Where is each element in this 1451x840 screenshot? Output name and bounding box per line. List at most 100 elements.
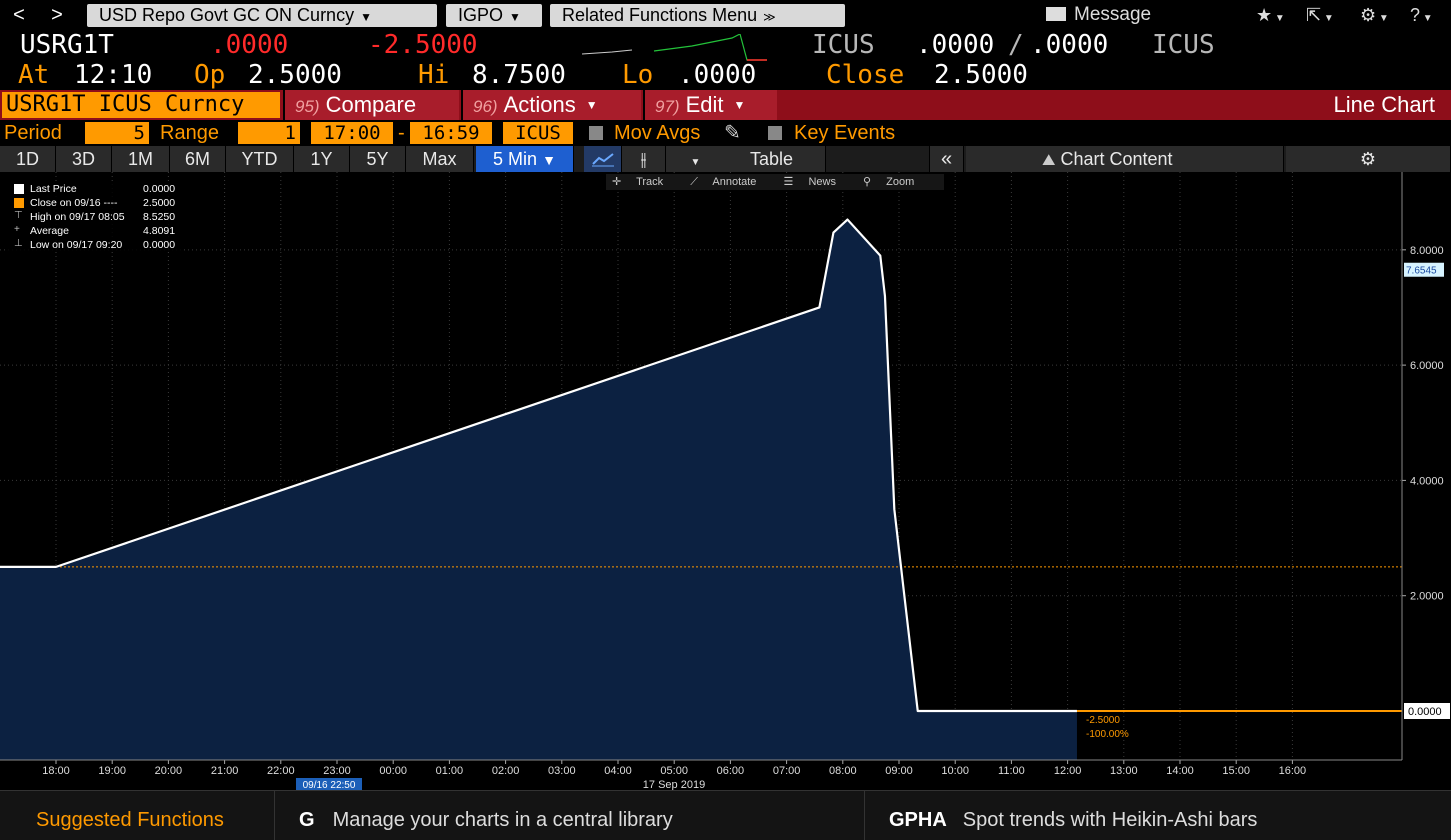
table-button[interactable]: Table (718, 146, 826, 172)
range-5y[interactable]: 5Y (350, 146, 406, 172)
mov-avgs-checkbox[interactable] (589, 126, 603, 140)
key-events-checkbox[interactable] (768, 126, 782, 140)
x-tick-label: 18:00 (42, 765, 70, 777)
period-row: Period 5 Range 1 17:00 - 16:59 ICUS Mov … (0, 120, 1451, 146)
x-tick-label: 08:00 (829, 765, 857, 777)
date-marker (296, 778, 362, 790)
price-area-fill (0, 219, 1077, 760)
edit-button[interactable]: 97) Edit ▼ (643, 90, 777, 120)
current-price-marker (1404, 703, 1450, 719)
help-button[interactable]: ? ▼ (1410, 4, 1433, 30)
range-1d[interactable]: 1D (0, 146, 56, 172)
chart-style-dropdown[interactable]: ▼ (666, 146, 726, 172)
range-ytd[interactable]: YTD (226, 146, 294, 172)
date-label-center: 17 Sep 2019 (643, 779, 705, 790)
y-tick-label: 4.0000 (1410, 475, 1444, 487)
crosshair-marker (1404, 262, 1444, 277)
security-input[interactable]: USRG1T ICUS Curncy (2, 92, 280, 118)
crosshair-value: 7.6545 (1406, 266, 1437, 277)
caret-down-icon: ▼ (733, 98, 746, 112)
current-price-label: 0.0000 (1408, 706, 1442, 718)
range-max[interactable]: Max (406, 146, 474, 172)
caret-down-icon: ▼ (1321, 13, 1334, 24)
export-button[interactable]: ⇱ ▼ (1306, 4, 1334, 30)
favorites-button[interactable]: ★ ▼ (1256, 4, 1285, 30)
legend-row-low: ⊥ Low on 09/17 09:20 0.0000 (6, 238, 182, 252)
open-value: 2.5000 (248, 60, 342, 90)
source-menu[interactable]: IGPO ▼ (446, 4, 542, 27)
chevron-left-icon: < (13, 4, 25, 26)
caret-down-icon: ▼ (690, 157, 701, 168)
chart-content-button[interactable]: ⛰ Chart Content (966, 146, 1284, 172)
quote-separator: / (1008, 30, 1024, 60)
source-menu-label: IGPO (458, 5, 504, 25)
range-6m[interactable]: 6M (170, 146, 226, 172)
settings-button[interactable]: ⚙ ▼ (1360, 4, 1389, 30)
range-1y[interactable]: 1Y (294, 146, 350, 172)
actions-number: 96) (473, 97, 498, 116)
range-input[interactable]: 1 (238, 122, 300, 144)
related-functions-label: Related Functions Menu (562, 5, 758, 25)
actions-label: Actions (503, 92, 576, 117)
message-button[interactable]: Message (1046, 4, 1151, 26)
collapse-button[interactable]: « (930, 146, 964, 172)
double-chevron-left-icon: « (940, 148, 953, 170)
annotate-tool[interactable]: ⟋ Annotate (690, 176, 768, 188)
suggestion-g[interactable]: G Manage your charts in a central library (275, 791, 865, 840)
back-button[interactable]: < (6, 4, 32, 26)
related-functions-menu[interactable]: Related Functions Menu ≫ (550, 4, 845, 27)
actions-button[interactable]: 96) Actions ▼ (461, 90, 641, 120)
suggestion-text: Manage your charts in a central library (332, 809, 673, 831)
price-chart[interactable]: 2.0000 4.0000 6.0000 8.0000 18:00 19:00 20:00… (0, 172, 1451, 790)
ohlc-bars-icon: ⫲ (640, 149, 647, 169)
news-tool[interactable]: ☰ News (784, 176, 848, 188)
range-3d[interactable]: 3D (56, 146, 112, 172)
help-icon: ? (1410, 5, 1421, 25)
compare-label: Compare (325, 92, 417, 117)
pencil-icon[interactable]: ✎ (724, 122, 741, 144)
zoom-tool[interactable]: ⚲ Zoom (863, 176, 926, 188)
crosshair-icon: ✛ (612, 176, 622, 188)
suggestion-code: GPHA (889, 809, 947, 831)
y-tick-label: 6.0000 (1410, 360, 1444, 372)
forward-button[interactable]: > (44, 4, 70, 26)
suggested-functions-bar: Suggested Functions G Manage your charts … (0, 790, 1451, 840)
quote-ask: .0000 (1030, 30, 1109, 60)
start-time-input[interactable]: 17:00 (311, 122, 393, 144)
low-label: Lo (622, 60, 654, 90)
track-tool[interactable]: ✛ Track (612, 176, 675, 188)
chart-type-title: Line Chart (1333, 92, 1435, 117)
period-label: Period (4, 122, 62, 144)
caret-down-icon: ▼ (1272, 13, 1285, 24)
quote-source-2: ICUS (1152, 30, 1215, 60)
envelope-icon (1046, 7, 1066, 21)
chart-area[interactable]: 2.0000 4.0000 6.0000 8.0000 18:00 19:00 20:00… (0, 172, 1451, 790)
bar-chart-button[interactable]: ⫲ (622, 146, 666, 172)
caret-down-icon: ▼ (542, 152, 556, 168)
x-tick-label: 16:00 (1279, 765, 1307, 777)
x-tick-label: 00:00 (379, 765, 407, 777)
period-input[interactable]: 5 (85, 122, 149, 144)
compare-number: 95) (295, 97, 320, 116)
zoom-label: Zoom (886, 176, 915, 188)
security-menu[interactable]: USD Repo Govt GC ON Curncy ▼ (87, 4, 437, 27)
suggestion-gpha[interactable]: GPHA Spot trends with Heikin-Ashi bars (865, 791, 1451, 840)
quote-bid: .0000 (916, 30, 995, 60)
range-label: Range (160, 122, 219, 144)
pencil-icon: ⟋ (690, 176, 698, 188)
range-1m[interactable]: 1M (112, 146, 170, 172)
pricing-source-input[interactable]: ICUS (503, 122, 573, 144)
suggestion-text: Spot trends with Heikin-Ashi bars (962, 809, 1258, 831)
legend-row-high: ⊤ High on 09/17 08:05 8.5250 (6, 210, 182, 224)
price-line (0, 218, 1077, 713)
interval-dropdown[interactable]: 5 Min ▼ (476, 146, 574, 172)
legend-label: High on 09/17 08:05 (30, 211, 125, 223)
end-time-input[interactable]: 16:59 (410, 122, 492, 144)
suggestion-code: G (299, 809, 315, 831)
line-chart-button[interactable] (584, 146, 622, 172)
compare-button[interactable]: 95) Compare (283, 90, 459, 120)
legend-value: 0.0000 (143, 239, 176, 251)
legend-swatch (14, 184, 24, 194)
chart-settings-button[interactable]: ⚙ (1286, 146, 1451, 172)
x-tick-label: 14:00 (1166, 765, 1194, 777)
